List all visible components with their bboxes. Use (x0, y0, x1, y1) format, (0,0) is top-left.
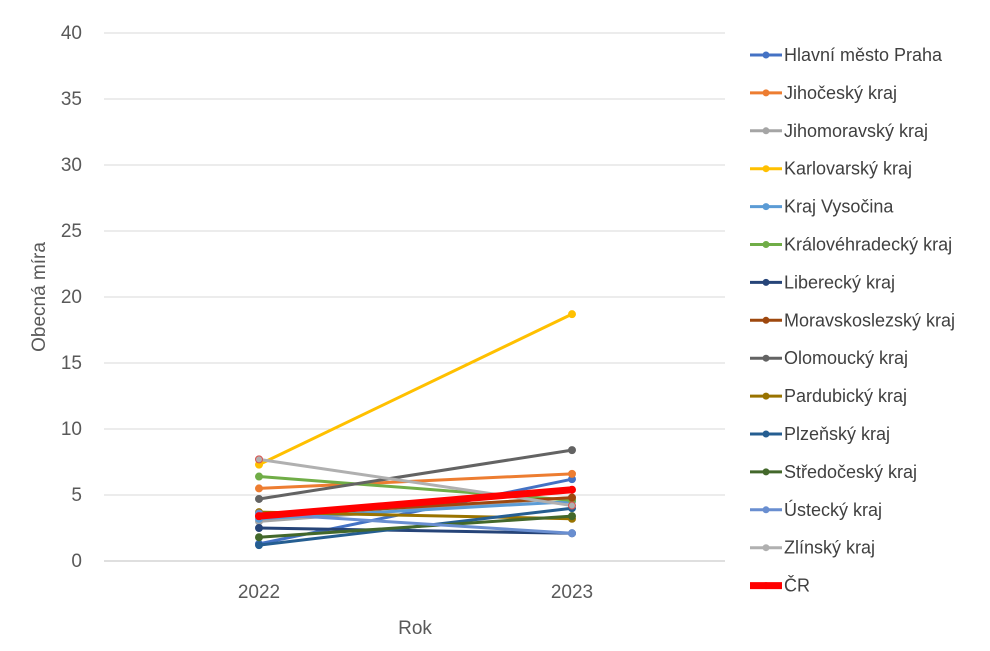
legend-label: Olomoucký kraj (784, 348, 908, 368)
legend-marker (762, 582, 770, 590)
legend-marker (762, 165, 770, 173)
legend-marker (762, 127, 770, 135)
data-point (568, 501, 576, 510)
series-13 (255, 455, 576, 510)
legend-marker (762, 544, 770, 552)
legend-label: Moravskoslezský kraj (784, 310, 955, 330)
legend-marker (762, 468, 770, 476)
legend-marker (762, 354, 770, 362)
y-tick-label: 35 (61, 89, 82, 110)
series-14 (255, 485, 576, 521)
series-line (257, 514, 574, 539)
series-line (257, 448, 574, 501)
legend-item: Ústecký kraj (750, 499, 882, 520)
series-12 (255, 509, 576, 538)
y-tick-label: 10 (61, 419, 82, 440)
gridlines (104, 32, 725, 562)
legend-item: Jihočeský kraj (750, 83, 897, 103)
legend-item: Moravskoslezský kraj (750, 310, 955, 330)
legend-label: Plzeňský kraj (784, 424, 890, 444)
legend-item: Olomoucký kraj (750, 348, 908, 368)
legend-item: Plzeňský kraj (750, 424, 890, 444)
legend-label: Jihočeský kraj (784, 83, 897, 103)
y-tick-label: 25 (61, 221, 82, 242)
data-point (255, 541, 263, 550)
data-point (255, 484, 263, 493)
data-point (568, 469, 576, 478)
series-line (255, 486, 576, 520)
data-point (255, 494, 263, 503)
data-point (568, 446, 576, 455)
legend-label: Jihomoravský kraj (784, 121, 928, 141)
series-line (257, 511, 574, 535)
data-point (568, 512, 576, 521)
legend-label: Pardubický kraj (784, 386, 907, 406)
legend-label: Liberecký kraj (784, 272, 895, 292)
y-axis-title: Obecná míra (29, 242, 50, 352)
legend-label: Královéhradecký kraj (784, 235, 952, 255)
legend-item: Středočeský kraj (750, 462, 917, 482)
legend: Hlavní město Praha Jihočeský kraj Jihomora… (750, 45, 955, 596)
legend-item: ČR (750, 575, 810, 596)
legend-marker (762, 316, 770, 324)
series-line (257, 526, 574, 535)
legend-marker (762, 392, 770, 400)
legend-marker (762, 51, 770, 59)
legend-label: Karlovarský kraj (784, 159, 912, 179)
data-point (255, 524, 263, 532)
x-axis-ticks: 2022 2023 (238, 582, 593, 603)
legend-item: Královéhradecký kraj (750, 235, 952, 255)
legend-label: Kraj Vysočina (784, 197, 894, 217)
data-point (255, 512, 263, 521)
y-axis-ticks: 0 5 10 15 20 25 30 35 40 (61, 23, 82, 572)
x-tick-label: 2023 (551, 582, 593, 603)
y-tick-label: 30 (61, 155, 82, 176)
legend-marker (762, 89, 770, 97)
series-8 (255, 446, 576, 503)
y-tick-label: 40 (61, 23, 82, 44)
y-tick-label: 5 (71, 485, 82, 506)
legend-marker (762, 278, 770, 286)
legend-item: Jihomoravský kraj (750, 121, 928, 141)
legend-item: Pardubický kraj (750, 386, 907, 406)
legend-item: Liberecký kraj (750, 272, 895, 292)
x-axis-title: Rok (398, 618, 432, 639)
data-point (255, 533, 263, 542)
legend-marker (762, 241, 770, 248)
legend-label: Zlínský kraj (784, 538, 875, 558)
series-line (257, 312, 574, 467)
data-point (568, 310, 576, 319)
legend-marker (762, 506, 770, 514)
series-11 (255, 512, 576, 542)
legend-label: Hlavní město Praha (784, 45, 943, 65)
legend-item: Hlavní město Praha (750, 45, 943, 65)
legend-label: ČR (784, 575, 810, 596)
data-point (568, 485, 576, 494)
y-tick-label: 15 (61, 353, 82, 374)
data-point (568, 529, 576, 538)
y-tick-label: 20 (61, 287, 82, 308)
y-tick-label: 0 (71, 551, 82, 572)
legend-item: Kraj Vysočina (750, 197, 894, 217)
data-point (255, 472, 263, 481)
legend-item: Zlínský kraj (750, 538, 875, 558)
legend-label: Ústecký kraj (784, 499, 882, 520)
legend-label: Středočeský kraj (784, 462, 917, 482)
data-point (255, 455, 263, 464)
x-tick-label: 2022 (238, 582, 280, 603)
series-3 (255, 310, 576, 469)
data-point (568, 493, 576, 502)
legend-marker (762, 203, 770, 211)
legend-item: Karlovarský kraj (750, 159, 912, 179)
legend-marker (762, 430, 770, 438)
series-lines (255, 310, 576, 550)
series-line (257, 457, 574, 508)
